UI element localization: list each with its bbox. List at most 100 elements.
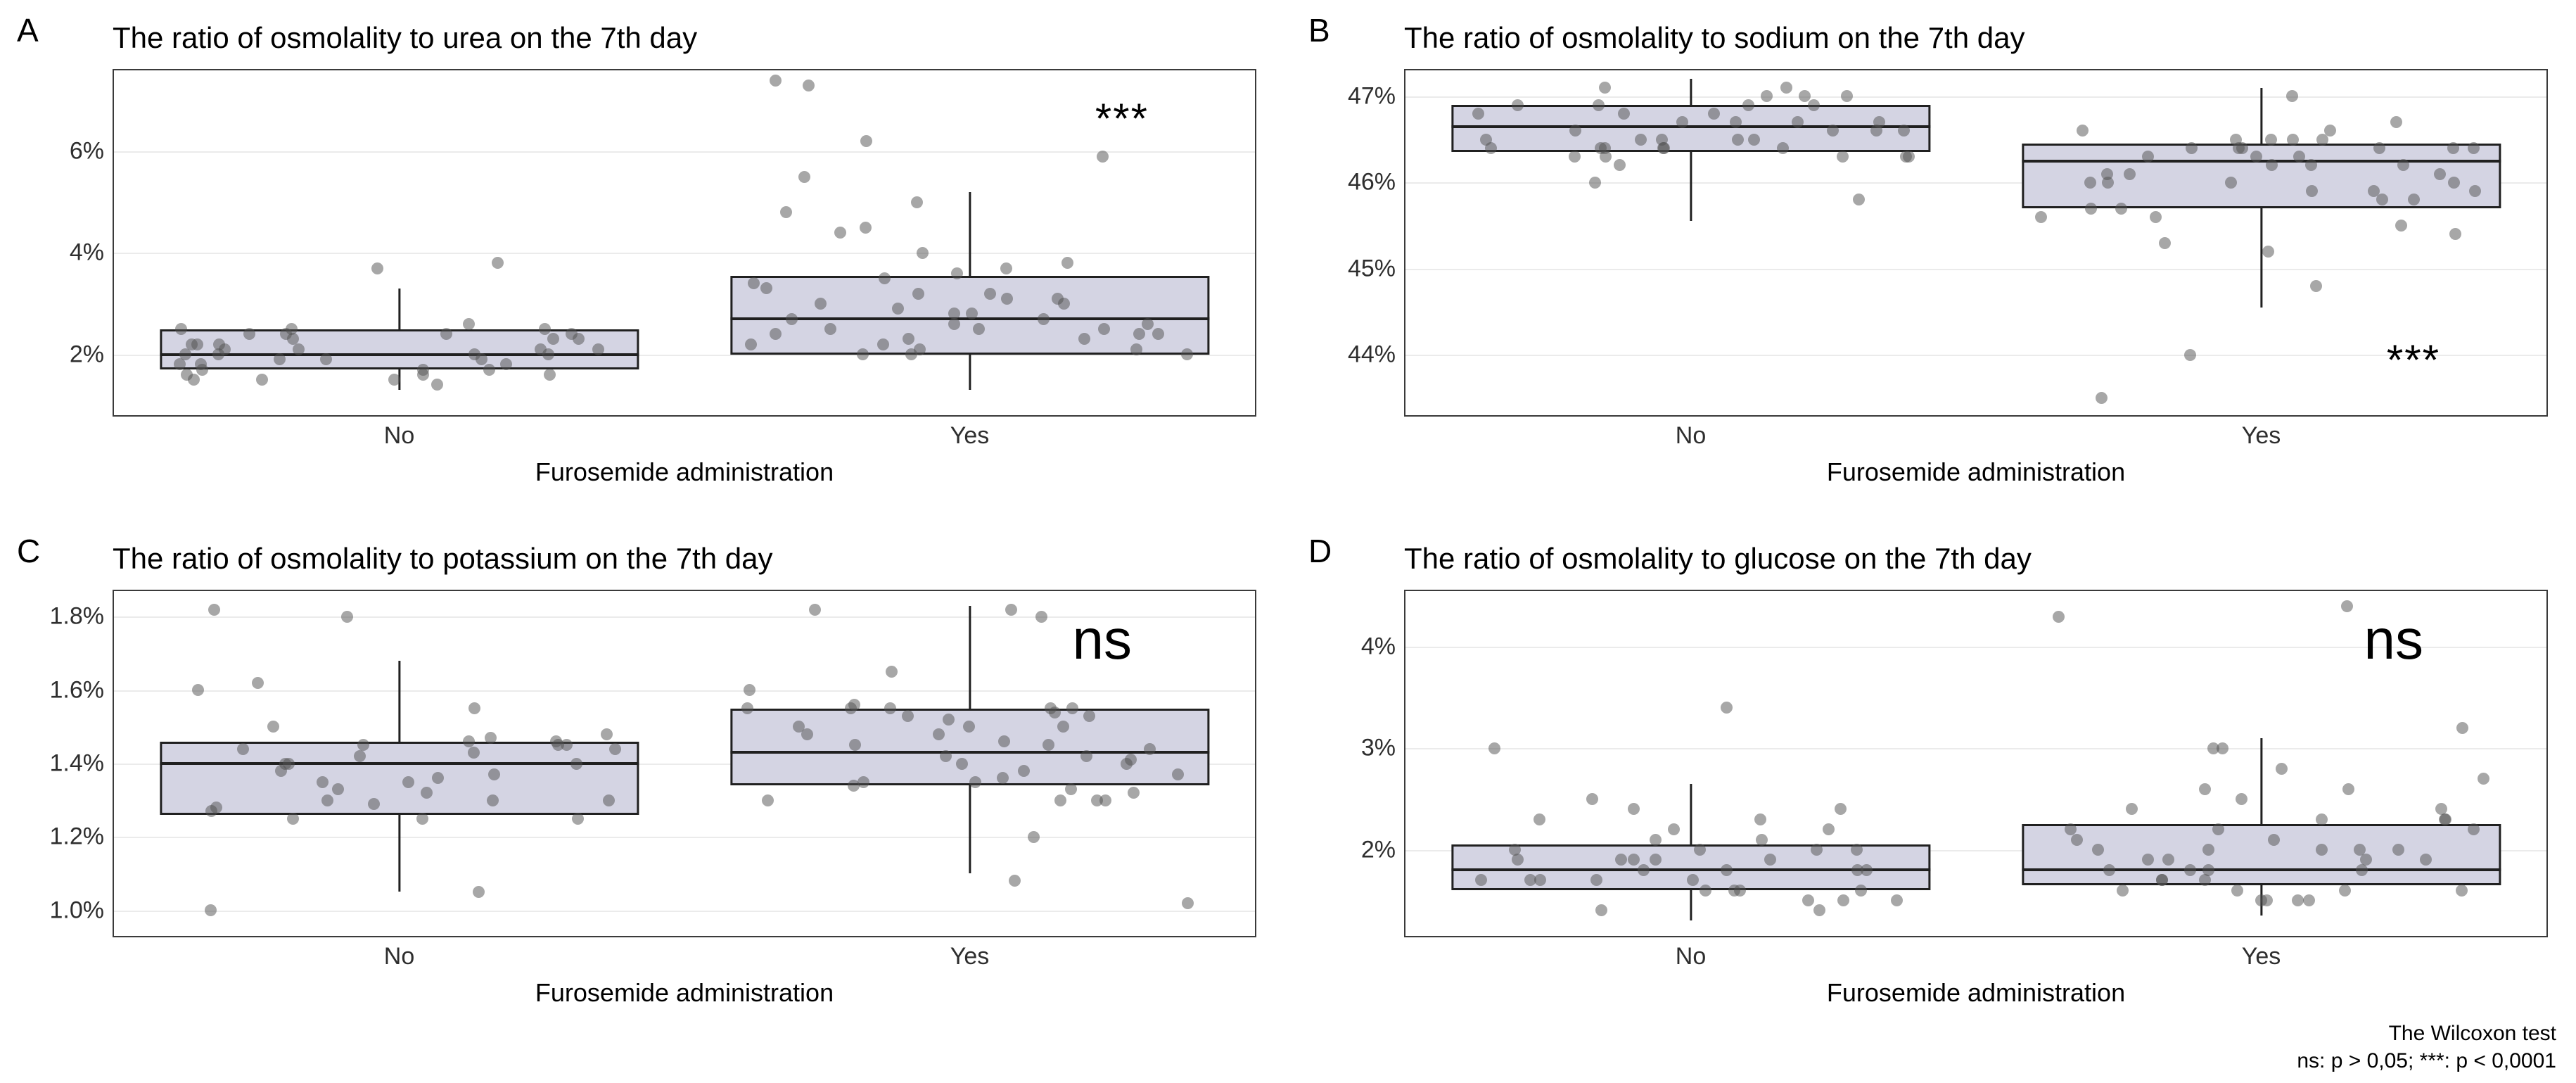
data-point bbox=[2085, 203, 2097, 215]
data-point bbox=[1534, 813, 1545, 825]
data-point bbox=[1097, 151, 1109, 163]
panel-letter: C bbox=[17, 532, 40, 570]
data-point bbox=[179, 348, 191, 360]
data-point bbox=[1780, 82, 1792, 94]
data-point bbox=[492, 257, 504, 269]
significance-mark: ns bbox=[2364, 612, 2423, 668]
data-point bbox=[948, 318, 960, 330]
panel-title: The ratio of osmolality to glucose on th… bbox=[1404, 542, 2032, 576]
y-tick-label: 1.8% bbox=[50, 603, 105, 631]
data-point bbox=[1569, 125, 1581, 137]
data-point bbox=[2212, 823, 2224, 835]
data-point bbox=[2342, 783, 2354, 795]
y-tick-label: 1.6% bbox=[50, 676, 105, 704]
data-point bbox=[1732, 134, 1744, 146]
box bbox=[160, 742, 639, 815]
data-point bbox=[1754, 813, 1766, 825]
data-point bbox=[969, 776, 981, 788]
data-point bbox=[205, 805, 217, 817]
data-point bbox=[1891, 894, 1903, 906]
median-line bbox=[160, 762, 639, 765]
data-point bbox=[2117, 885, 2129, 897]
data-point bbox=[1618, 108, 1630, 120]
data-point bbox=[1756, 834, 1768, 846]
data-point bbox=[1734, 885, 1746, 897]
median-line bbox=[2022, 868, 2501, 871]
y-tick-label: 1.2% bbox=[50, 823, 105, 851]
median-line bbox=[1451, 125, 1930, 128]
data-point bbox=[1130, 343, 1142, 355]
data-point bbox=[956, 758, 968, 770]
plot-area: 1.0%1.2%1.4%1.6%1.8%NoYesFurosemide admi… bbox=[113, 590, 1256, 937]
data-point bbox=[1005, 604, 1017, 616]
data-point bbox=[1485, 142, 1497, 154]
x-tick-label: Yes bbox=[2242, 422, 2281, 450]
data-point bbox=[2469, 185, 2481, 197]
data-point bbox=[485, 732, 497, 744]
data-point bbox=[2186, 142, 2198, 154]
data-point bbox=[2276, 763, 2288, 775]
data-point bbox=[809, 604, 821, 616]
data-point bbox=[2261, 894, 2273, 906]
data-point bbox=[468, 747, 480, 759]
data-point bbox=[2265, 134, 2277, 146]
data-point bbox=[1650, 834, 1662, 846]
data-point bbox=[332, 783, 344, 795]
data-point bbox=[592, 343, 604, 355]
data-point bbox=[2262, 246, 2274, 258]
data-point bbox=[2305, 159, 2317, 171]
data-point bbox=[1721, 864, 1733, 876]
y-tick-label: 1.0% bbox=[50, 897, 105, 924]
data-point bbox=[2236, 793, 2247, 805]
data-point bbox=[2092, 844, 2104, 856]
panel-A: AThe ratio of osmolality to urea on the … bbox=[21, 14, 1263, 507]
data-point bbox=[1635, 134, 1647, 146]
data-point bbox=[2071, 834, 2083, 846]
data-point bbox=[287, 813, 299, 825]
data-point bbox=[1748, 134, 1760, 146]
data-point bbox=[2150, 211, 2162, 223]
data-point bbox=[1700, 885, 1711, 897]
x-tick-label: Yes bbox=[2242, 943, 2281, 970]
data-point bbox=[317, 776, 329, 788]
data-point bbox=[1593, 99, 1605, 111]
data-point bbox=[321, 794, 333, 806]
y-tick-label: 44% bbox=[1348, 341, 1396, 369]
data-point bbox=[416, 813, 428, 825]
data-point bbox=[1799, 90, 1811, 102]
data-point bbox=[2310, 280, 2322, 292]
y-tick-label: 46% bbox=[1348, 169, 1396, 196]
data-point bbox=[1808, 99, 1820, 111]
data-point bbox=[2266, 159, 2278, 171]
data-point bbox=[1837, 151, 1849, 163]
median-line bbox=[730, 751, 1209, 754]
footer-line1: The Wilcoxon test bbox=[2297, 1020, 2556, 1047]
data-point bbox=[279, 758, 291, 770]
data-point bbox=[1614, 159, 1626, 171]
data-point bbox=[912, 288, 924, 300]
data-point bbox=[2065, 823, 2077, 835]
data-point bbox=[208, 604, 220, 616]
data-point bbox=[1837, 894, 1849, 906]
data-point bbox=[1777, 142, 1789, 154]
data-point bbox=[2225, 177, 2237, 189]
data-point bbox=[1144, 743, 1156, 755]
data-point bbox=[914, 343, 926, 355]
data-point bbox=[1049, 707, 1061, 718]
data-point bbox=[2468, 823, 2480, 835]
data-point bbox=[1512, 99, 1524, 111]
median-line bbox=[160, 353, 639, 356]
data-point bbox=[2124, 168, 2136, 180]
data-point bbox=[1742, 99, 1754, 111]
data-point bbox=[1038, 313, 1050, 325]
boxplot-group bbox=[2022, 591, 2501, 936]
data-point bbox=[1599, 82, 1611, 94]
y-tick-label: 4% bbox=[1361, 633, 1396, 661]
data-point bbox=[1000, 262, 1012, 274]
data-point bbox=[2236, 142, 2248, 154]
panel-D: DThe ratio of osmolality to glucose on t… bbox=[1313, 535, 2555, 1027]
data-point bbox=[1586, 793, 1598, 805]
panel-grid: AThe ratio of osmolality to urea on the … bbox=[21, 14, 2555, 1027]
data-point bbox=[2339, 885, 2351, 897]
data-point bbox=[2434, 168, 2446, 180]
